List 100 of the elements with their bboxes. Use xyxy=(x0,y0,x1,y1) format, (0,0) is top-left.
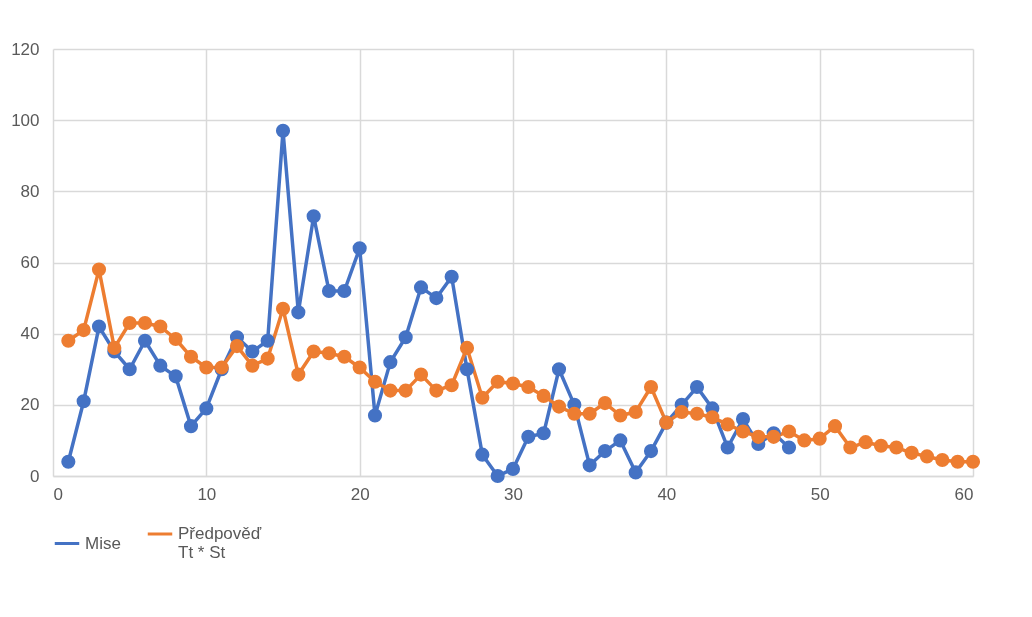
point xyxy=(689,406,705,421)
point xyxy=(935,452,950,468)
point xyxy=(76,323,91,338)
point xyxy=(735,412,751,427)
point xyxy=(490,468,505,484)
point xyxy=(551,362,567,377)
y-tick-label: 100 xyxy=(11,110,40,130)
point xyxy=(582,458,597,473)
point xyxy=(858,435,873,450)
point xyxy=(306,344,321,359)
point xyxy=(797,433,812,448)
x-tick-label: 0 xyxy=(53,484,63,504)
point xyxy=(567,406,582,421)
point xyxy=(398,383,413,398)
point xyxy=(889,440,904,455)
point xyxy=(965,454,981,469)
point xyxy=(812,431,827,446)
point xyxy=(91,262,107,277)
point xyxy=(536,426,551,441)
y-tick-label: 0 xyxy=(30,466,40,486)
point xyxy=(137,333,153,348)
point xyxy=(643,444,659,459)
point xyxy=(413,367,429,382)
y-tick-label: 40 xyxy=(20,324,40,344)
point xyxy=(505,461,521,476)
point xyxy=(291,305,306,320)
point xyxy=(628,465,643,480)
point xyxy=(429,383,444,398)
point xyxy=(475,447,490,462)
x-tick-label: 40 xyxy=(657,484,677,504)
x-tick-label: 60 xyxy=(954,484,974,504)
point xyxy=(613,433,628,448)
point xyxy=(827,419,843,434)
point xyxy=(597,396,613,411)
point xyxy=(781,440,797,455)
point xyxy=(597,444,613,459)
point xyxy=(383,383,398,398)
point xyxy=(337,283,352,299)
point xyxy=(613,408,628,423)
point xyxy=(735,424,751,439)
point xyxy=(260,333,275,348)
x-tick-label: 10 xyxy=(197,484,217,504)
point xyxy=(61,333,76,348)
point xyxy=(245,358,260,373)
point xyxy=(183,419,199,434)
point xyxy=(168,369,183,384)
x-tick-label: 30 xyxy=(504,484,523,504)
point xyxy=(291,367,306,382)
point xyxy=(398,330,413,345)
point xyxy=(245,344,260,359)
point xyxy=(337,349,352,364)
point xyxy=(153,358,168,373)
point xyxy=(321,283,337,299)
point xyxy=(689,379,705,395)
point xyxy=(229,339,245,354)
y-tick-label: 20 xyxy=(20,395,40,415)
point xyxy=(107,340,122,355)
point xyxy=(459,340,475,355)
point xyxy=(275,301,291,316)
point xyxy=(873,438,889,453)
point xyxy=(413,280,429,295)
point xyxy=(628,404,643,420)
point xyxy=(352,241,367,256)
point xyxy=(183,349,199,364)
y-tick-label: 60 xyxy=(20,253,40,272)
point xyxy=(459,362,475,377)
point xyxy=(199,401,214,416)
point xyxy=(429,291,444,306)
point xyxy=(475,390,490,405)
point xyxy=(153,319,168,334)
point xyxy=(643,379,659,395)
point xyxy=(843,440,858,455)
point xyxy=(950,454,965,469)
point xyxy=(122,315,137,331)
point xyxy=(490,374,505,389)
point xyxy=(674,404,689,420)
point xyxy=(137,315,153,331)
point xyxy=(260,351,275,366)
point xyxy=(720,440,735,455)
x-tick-label: 50 xyxy=(810,484,830,504)
point xyxy=(122,362,137,377)
legend-label: Mise xyxy=(85,533,121,553)
point xyxy=(275,123,291,138)
point xyxy=(321,346,337,361)
point xyxy=(367,408,383,423)
point xyxy=(551,399,567,414)
point xyxy=(383,355,398,370)
point xyxy=(919,449,935,464)
point xyxy=(521,379,536,395)
point xyxy=(444,378,459,393)
y-tick-label: 120 xyxy=(11,39,40,59)
point xyxy=(751,429,766,444)
point xyxy=(367,374,383,389)
y-tick-label: 80 xyxy=(20,181,40,201)
point xyxy=(199,360,214,375)
point xyxy=(61,454,76,469)
point xyxy=(168,331,183,347)
point xyxy=(444,269,459,284)
point xyxy=(705,410,720,425)
point xyxy=(904,445,919,460)
